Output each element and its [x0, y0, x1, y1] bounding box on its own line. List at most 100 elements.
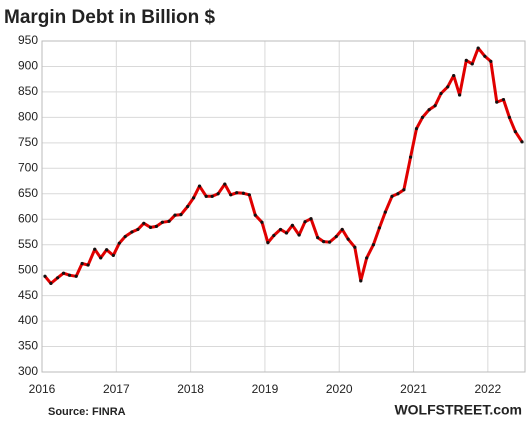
point: [513, 130, 517, 134]
point: [433, 104, 437, 108]
point: [160, 220, 164, 224]
point: [216, 192, 220, 196]
point: [420, 115, 425, 119]
x-tick-label: 2021: [400, 382, 427, 396]
point: [470, 62, 474, 66]
point: [197, 184, 202, 188]
point: [452, 74, 456, 78]
point: [186, 204, 190, 209]
point: [390, 194, 394, 198]
point: [142, 221, 146, 225]
x-tick-label: 2022: [474, 382, 501, 396]
point: [334, 234, 338, 239]
point: [223, 182, 227, 186]
y-tick-label: 950: [18, 33, 38, 47]
point: [260, 220, 264, 224]
y-tick-label: 450: [18, 288, 38, 302]
source: Source: FINRA: [48, 406, 126, 418]
point: [446, 85, 450, 89]
point: [309, 217, 313, 221]
y-tick-label: 850: [18, 84, 38, 98]
point: [520, 140, 524, 144]
point: [476, 46, 480, 50]
x-tick-label: 2019: [252, 382, 279, 396]
point: [365, 256, 369, 260]
point: [136, 227, 140, 232]
point: [278, 227, 283, 232]
point: [414, 126, 419, 131]
point: [340, 227, 344, 232]
point: [74, 274, 78, 278]
point: [80, 261, 84, 266]
y-tick-label: 650: [18, 186, 38, 200]
point: [327, 240, 332, 244]
point: [210, 194, 214, 198]
point: [99, 256, 103, 260]
y-tick-label: 350: [18, 339, 38, 353]
point: [179, 213, 183, 217]
brand: WOLFSTREET.com: [394, 402, 522, 418]
point: [359, 279, 363, 283]
point: [111, 253, 115, 257]
y-tick-label: 500: [18, 262, 38, 276]
y-tick-label: 400: [18, 313, 38, 327]
point: [501, 97, 506, 102]
point: [123, 234, 127, 239]
point: [105, 248, 109, 252]
y-tick-label: 700: [18, 160, 38, 174]
point: [322, 240, 326, 244]
point: [191, 196, 196, 200]
point: [130, 230, 134, 234]
point: [173, 213, 177, 217]
point: [67, 273, 72, 277]
point: [316, 235, 320, 240]
point: [507, 115, 511, 119]
y-tick-label: 600: [18, 211, 38, 225]
point: [439, 91, 443, 96]
point: [56, 276, 60, 280]
y-tick-label: 300: [18, 364, 38, 378]
point: [464, 58, 468, 62]
point: [483, 54, 487, 58]
point: [303, 220, 307, 224]
point: [247, 193, 251, 197]
point: [396, 192, 400, 196]
point: [377, 226, 381, 230]
point: [346, 237, 350, 241]
point: [204, 194, 208, 198]
point: [408, 155, 413, 159]
point: [43, 274, 47, 278]
plot-border: [41, 40, 526, 373]
point: [458, 93, 462, 97]
point: [154, 224, 159, 228]
x-tick-label: 2016: [29, 382, 56, 396]
point: [266, 241, 270, 245]
chart-title: Margin Debt in Billion $: [4, 7, 216, 28]
point: [489, 59, 493, 63]
point: [61, 271, 66, 275]
point: [290, 223, 295, 227]
point: [353, 245, 357, 249]
x-tick-label: 2018: [177, 382, 204, 396]
x-tick-label: 2020: [326, 382, 353, 396]
point: [383, 210, 387, 214]
point: [241, 191, 245, 195]
point: [284, 231, 289, 235]
point: [235, 191, 239, 195]
point: [49, 281, 53, 285]
y-tick-label: 550: [18, 237, 38, 251]
y-tick-label: 900: [18, 59, 38, 73]
point: [371, 243, 376, 247]
point: [93, 247, 97, 251]
point: [229, 193, 233, 197]
point: [297, 233, 301, 237]
y-tick-label: 800: [18, 110, 38, 124]
point: [495, 100, 499, 104]
point: [117, 241, 121, 245]
y-tick-label: 750: [18, 135, 38, 149]
point: [86, 263, 90, 267]
point: [272, 233, 276, 238]
x-tick-label: 2017: [103, 382, 130, 396]
point: [148, 225, 153, 229]
